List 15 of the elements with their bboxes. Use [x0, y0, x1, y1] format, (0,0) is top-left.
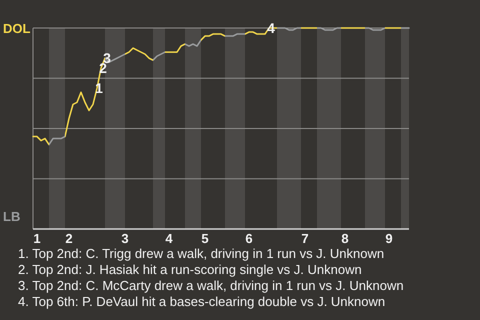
x-tick-label: 9	[385, 231, 393, 246]
text: LB	[3, 209, 20, 224]
x-tick-label: 8	[341, 231, 349, 246]
text: 4. Top 6th: P. DeVaul hit a bases-clearing double vs J. Unknown	[18, 294, 386, 309]
text: 3. Top 2nd: C. McCarty drew a walk, driving in 1 run vs J. Unknown	[18, 278, 404, 293]
text: 1. Top 2nd: C. Trigg drew a walk, driving in 1 run vs J. Unknown	[18, 246, 384, 261]
x-tick-label: 6	[245, 231, 253, 246]
x-tick-label: 5	[201, 231, 209, 246]
x-tick-label: 1	[33, 231, 41, 246]
x-tick-label: 2	[65, 231, 73, 246]
x-tick-label: 7	[301, 231, 309, 246]
text: DOL	[3, 21, 30, 36]
x-tick-label: 4	[165, 231, 174, 246]
x-tick-label: 3	[121, 231, 129, 246]
text: 2. Top 2nd: J. Hasiak hit a run-scoring single vs J. Unknown	[18, 262, 362, 277]
